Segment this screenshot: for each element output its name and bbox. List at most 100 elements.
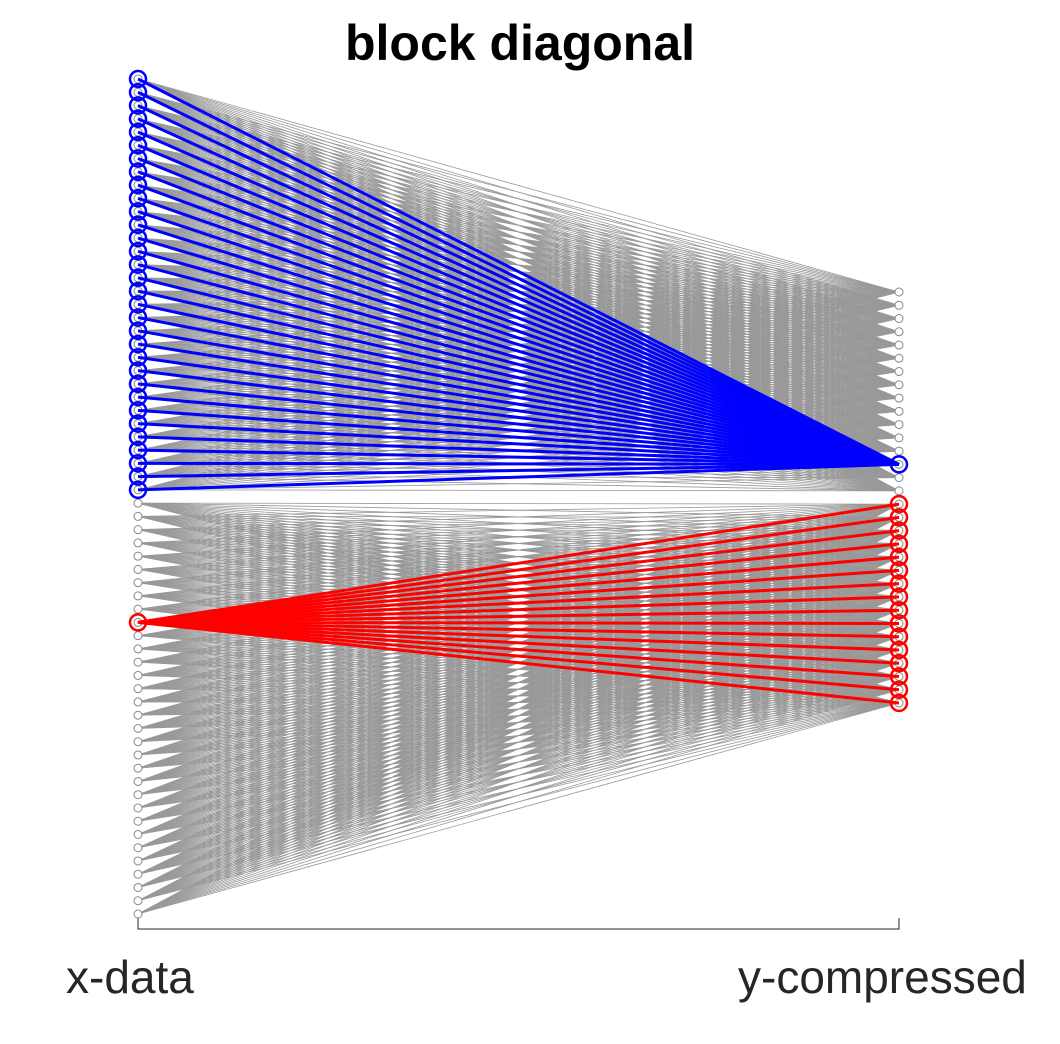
right-node <box>894 406 904 416</box>
edge <box>137 105 900 293</box>
right-node <box>894 327 904 337</box>
highlighted-right-node <box>889 561 909 580</box>
highlighted-left-node <box>128 215 148 235</box>
highlighted-column-edge <box>137 529 900 624</box>
highlighted-row-edge <box>137 117 900 466</box>
highlighted-right-node <box>889 521 909 540</box>
highlighted-left-node <box>128 308 148 327</box>
highlighted-left-node <box>128 242 148 261</box>
right-node <box>894 393 904 403</box>
highlighted-row-edge <box>137 316 900 466</box>
left-node <box>133 538 143 548</box>
highlighted-row-edge <box>137 462 900 479</box>
right-node <box>894 420 904 430</box>
highlighted-row-edge <box>137 143 900 466</box>
highlighted-left-node <box>128 348 148 367</box>
highlighted-column-edge <box>137 595 900 624</box>
left-node <box>133 525 143 535</box>
highlighted-row-edge <box>137 422 900 466</box>
edge <box>137 502 900 505</box>
edge <box>137 556 900 915</box>
highlighted-row-edge <box>137 382 900 466</box>
axis-baseline <box>137 918 900 930</box>
highlighted-row-edge <box>137 249 900 466</box>
edge <box>137 662 900 915</box>
edge <box>137 503 900 915</box>
highlighted-row-edge <box>137 435 900 466</box>
edge <box>137 583 900 915</box>
highlighted-left-node <box>128 189 148 208</box>
edge <box>137 609 900 915</box>
left-node <box>133 578 143 588</box>
highlighted-row-edge <box>137 90 900 466</box>
highlighted-column-edge <box>137 620 900 652</box>
highlighted-row <box>128 69 909 500</box>
edge <box>137 78 900 293</box>
left-node <box>133 869 143 879</box>
left-node <box>133 670 143 680</box>
edge <box>137 503 900 584</box>
left-node <box>133 564 143 574</box>
highlighted-left-node <box>128 334 148 354</box>
highlighted-left-node <box>128 109 148 129</box>
highlighted-left-node <box>128 281 148 301</box>
highlighted-row-edge <box>137 342 900 466</box>
edge <box>137 171 900 293</box>
highlighted-row-edge <box>137 196 900 466</box>
edge <box>137 237 900 293</box>
highlighted-row-edge <box>137 289 900 466</box>
edge <box>137 517 900 915</box>
left-node <box>133 896 143 906</box>
left-node <box>133 803 143 813</box>
left-node <box>133 604 143 614</box>
highlighted-right-node <box>889 547 909 567</box>
highlighted-row-edge <box>137 462 900 492</box>
edge <box>137 689 900 915</box>
highlighted-right-node <box>889 534 909 554</box>
edge <box>137 649 900 915</box>
highlighted-right-node <box>889 693 909 713</box>
highlighted-right-node <box>889 574 909 593</box>
figure-title: block diagonal <box>344 15 696 71</box>
highlighted-left-node <box>128 321 148 341</box>
left-node <box>133 697 143 707</box>
highlighted-column-edge <box>137 620 900 639</box>
highlighted-column-edge <box>137 620 900 665</box>
edge <box>137 184 900 293</box>
highlighted-left-node <box>128 149 148 168</box>
edge <box>137 118 900 293</box>
highlighted-row-edge <box>137 302 900 466</box>
left-node <box>133 657 143 667</box>
highlighted-left-node <box>128 202 148 221</box>
highlighted-column-edge <box>137 515 900 624</box>
highlighted-left-node <box>128 96 148 115</box>
right-node <box>894 367 904 377</box>
highlighted-row-edge <box>137 223 900 466</box>
left-node <box>133 644 143 654</box>
highlighted-left-node <box>128 162 148 182</box>
highlighted-right-node <box>889 614 909 633</box>
highlighted-column-edge <box>137 555 900 624</box>
highlighted-left-node <box>128 295 148 314</box>
highlighted-right-node <box>889 508 909 527</box>
highlighted-row-edge <box>137 263 900 466</box>
left-node <box>133 631 143 641</box>
left-node <box>133 829 143 839</box>
edge <box>137 503 900 610</box>
highlighted-row-edge <box>137 448 900 466</box>
highlighted-right-node <box>889 627 909 646</box>
edge <box>137 211 900 293</box>
highlighted-row-edge <box>137 329 900 466</box>
edge <box>137 477 900 491</box>
right-node <box>894 486 904 496</box>
edge <box>137 503 900 875</box>
highlighted-right-node <box>889 455 909 474</box>
left-node <box>133 790 143 800</box>
highlighted-row-edge <box>137 236 900 466</box>
highlighted-left-node <box>128 83 148 102</box>
right-node <box>894 340 904 350</box>
edge <box>137 636 900 915</box>
highlighted-left-node <box>128 228 148 248</box>
